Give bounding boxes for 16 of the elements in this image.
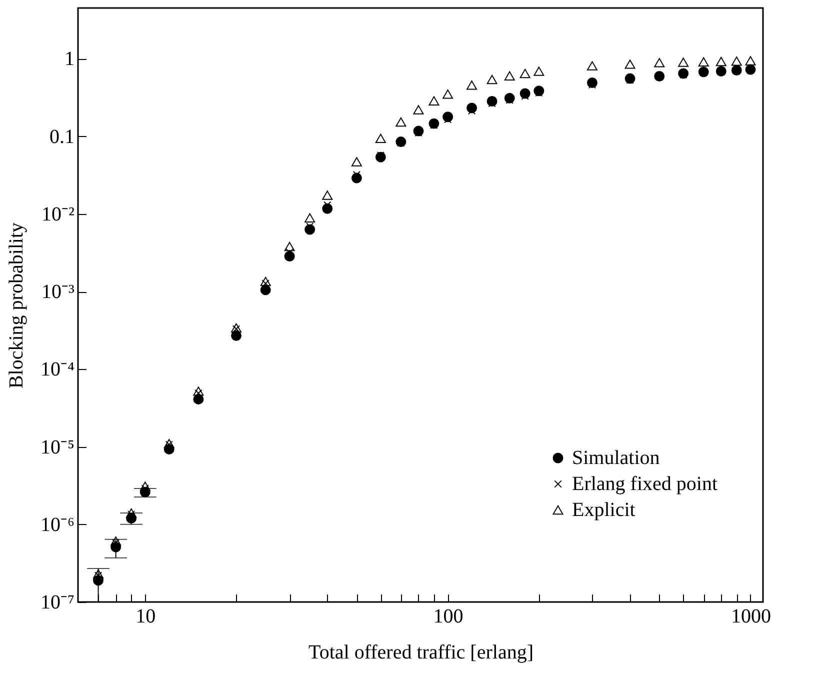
y-tick-label: 10⁻² (42, 203, 74, 226)
x-tick-label: 1000 (730, 606, 771, 628)
y-tick-label: 10⁻⁵ (40, 436, 74, 458)
y-tick-label: 1 (64, 48, 74, 70)
legend-label: Explicit (572, 499, 636, 521)
y-tick-label: 10⁻⁶ (40, 514, 75, 536)
y-tick-label: 0.1 (50, 126, 74, 148)
y-axis-title: Blocking probability (6, 222, 28, 389)
y-tick-label: 10⁻⁷ (40, 592, 75, 614)
y-tick-label: 10⁻³ (42, 281, 74, 304)
legend-label: Erlang fixed point (572, 473, 718, 495)
x-axis-title: Total offered traffic [erlang] (308, 642, 534, 664)
legend-label: Simulation (572, 447, 660, 469)
y-tick-label: 10⁻⁴ (40, 358, 75, 381)
x-tick-label: 100 (433, 606, 464, 628)
x-tick-label: 10 (136, 606, 156, 628)
